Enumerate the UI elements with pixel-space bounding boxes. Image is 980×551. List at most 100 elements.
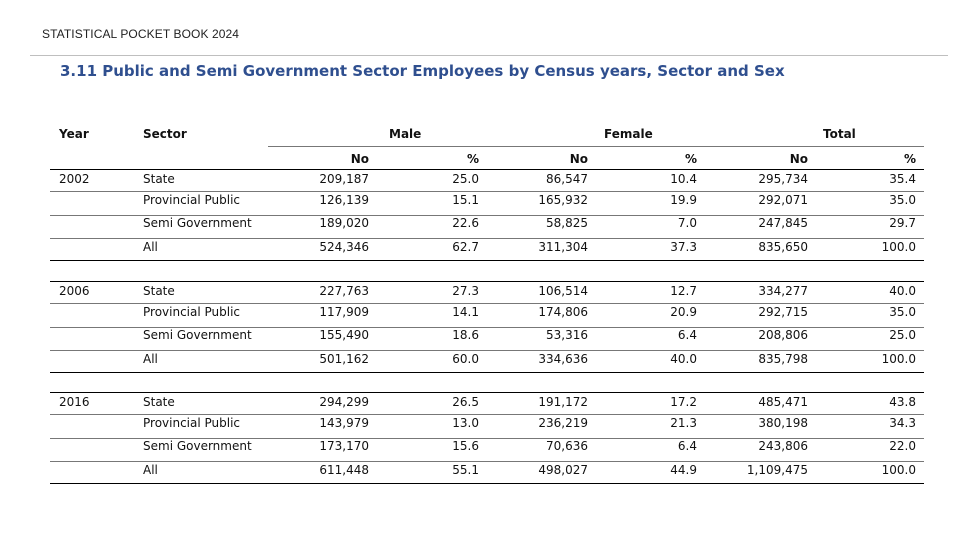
male-no-cell: 611,448 xyxy=(319,463,369,477)
column-group-total: Total xyxy=(823,127,856,141)
female-no-cell: 70,636 xyxy=(546,439,588,453)
total-pct-cell: 25.0 xyxy=(889,328,916,342)
year-cell: 2002 xyxy=(59,172,90,186)
male-pct-cell: 15.1 xyxy=(452,193,479,207)
total-pct-cell: 34.3 xyxy=(889,416,916,430)
block-bottom-rule xyxy=(50,372,924,373)
year-cell: 2006 xyxy=(59,284,90,298)
sector-cell: Semi Government xyxy=(143,328,252,342)
female-no-cell: 236,219 xyxy=(538,416,588,430)
male-pct-cell: 22.6 xyxy=(452,216,479,230)
table-title: 3.11 Public and Semi Government Sector E… xyxy=(60,62,785,80)
female-no-cell: 58,825 xyxy=(546,216,588,230)
row-separator xyxy=(50,438,924,439)
header-divider xyxy=(30,55,948,56)
block-bottom-rule xyxy=(50,260,924,261)
female-pct-cell: 40.0 xyxy=(670,352,697,366)
female-pct-cell: 44.9 xyxy=(670,463,697,477)
male-no-cell: 143,979 xyxy=(319,416,369,430)
male-no-cell: 209,187 xyxy=(319,172,369,186)
total-no-cell: 295,734 xyxy=(758,172,808,186)
sector-cell: Provincial Public xyxy=(143,305,241,319)
male-no-cell: 155,490 xyxy=(319,328,369,342)
female-no-cell: 174,806 xyxy=(538,305,588,319)
male-no-cell: 126,139 xyxy=(319,193,369,207)
total-no-cell: 208,806 xyxy=(758,328,808,342)
male-no-cell: 227,763 xyxy=(319,284,369,298)
book-header: STATISTICAL POCKET BOOK 2024 xyxy=(42,27,240,41)
sector-cell: Provincial Public xyxy=(143,416,241,430)
sector-cell: All xyxy=(143,463,158,477)
sector-cell: Provincial Public xyxy=(143,193,241,207)
row-separator xyxy=(50,414,924,415)
female-no-cell: 106,514 xyxy=(538,284,588,298)
row-separator xyxy=(50,350,924,351)
female-pct-cell: 37.3 xyxy=(670,240,697,254)
row-separator xyxy=(50,191,924,192)
row-separator xyxy=(50,327,924,328)
female-no-cell: 334,636 xyxy=(538,352,588,366)
total-pct-cell: 43.8 xyxy=(889,395,916,409)
subheader-underline xyxy=(50,169,924,170)
row-separator xyxy=(50,215,924,216)
male-pct-cell: 25.0 xyxy=(452,172,479,186)
male-pct-cell: 27.3 xyxy=(452,284,479,298)
sector-cell: All xyxy=(143,240,158,254)
sector-cell: All xyxy=(143,352,158,366)
block-top-rule xyxy=(50,392,924,393)
total-pct-cell: 29.7 xyxy=(889,216,916,230)
male-no-cell: 189,020 xyxy=(319,216,369,230)
female-pct-cell: 12.7 xyxy=(670,284,697,298)
female-no-cell: 498,027 xyxy=(538,463,588,477)
female-no-cell: 53,316 xyxy=(546,328,588,342)
female-no-cell: 165,932 xyxy=(538,193,588,207)
total-pct-cell: 100.0 xyxy=(881,240,916,254)
male-pct-cell: 14.1 xyxy=(452,305,479,319)
sector-cell: State xyxy=(143,284,175,298)
total-no-cell: 485,471 xyxy=(758,395,808,409)
total-no-cell: 334,277 xyxy=(758,284,808,298)
male-pct-header: % xyxy=(466,152,479,166)
column-header-year: Year xyxy=(59,127,89,141)
female-pct-header: % xyxy=(684,152,697,166)
female-pct-cell: 17.2 xyxy=(670,395,697,409)
column-group-male: Male xyxy=(389,127,422,141)
column-header-sector: Sector xyxy=(143,127,187,141)
female-pct-cell: 19.9 xyxy=(670,193,697,207)
total-pct-cell: 35.0 xyxy=(889,305,916,319)
row-separator xyxy=(50,238,924,239)
total-no-cell: 243,806 xyxy=(758,439,808,453)
total-pct-header: % xyxy=(903,152,916,166)
block-top-rule xyxy=(50,281,924,282)
female-no-cell: 191,172 xyxy=(538,395,588,409)
year-cell: 2016 xyxy=(59,395,90,409)
row-separator xyxy=(50,461,924,462)
total-pct-cell: 22.0 xyxy=(889,439,916,453)
male-no-cell: 173,170 xyxy=(319,439,369,453)
block-bottom-rule xyxy=(50,483,924,484)
female-pct-cell: 21.3 xyxy=(670,416,697,430)
male-no-cell: 501,162 xyxy=(319,352,369,366)
sector-cell: Semi Government xyxy=(143,439,252,453)
female-pct-cell: 7.0 xyxy=(677,216,697,230)
male-no-header: No xyxy=(350,152,369,166)
total-no-cell: 292,071 xyxy=(758,193,808,207)
male-pct-cell: 26.5 xyxy=(452,395,479,409)
female-pct-cell: 20.9 xyxy=(670,305,697,319)
male-pct-cell: 62.7 xyxy=(452,240,479,254)
male-no-cell: 117,909 xyxy=(319,305,369,319)
total-no-cell: 835,798 xyxy=(758,352,808,366)
total-no-cell: 380,198 xyxy=(758,416,808,430)
female-pct-cell: 6.4 xyxy=(677,439,697,453)
female-no-cell: 86,547 xyxy=(546,172,588,186)
male-pct-cell: 13.0 xyxy=(452,416,479,430)
total-pct-cell: 100.0 xyxy=(881,463,916,477)
column-group-female: Female xyxy=(604,127,653,141)
male-no-cell: 524,346 xyxy=(319,240,369,254)
total-no-cell: 835,650 xyxy=(758,240,808,254)
total-pct-cell: 35.0 xyxy=(889,193,916,207)
female-pct-cell: 10.4 xyxy=(670,172,697,186)
female-pct-cell: 6.4 xyxy=(677,328,697,342)
total-pct-cell: 35.4 xyxy=(889,172,916,186)
header-underline xyxy=(268,146,924,147)
